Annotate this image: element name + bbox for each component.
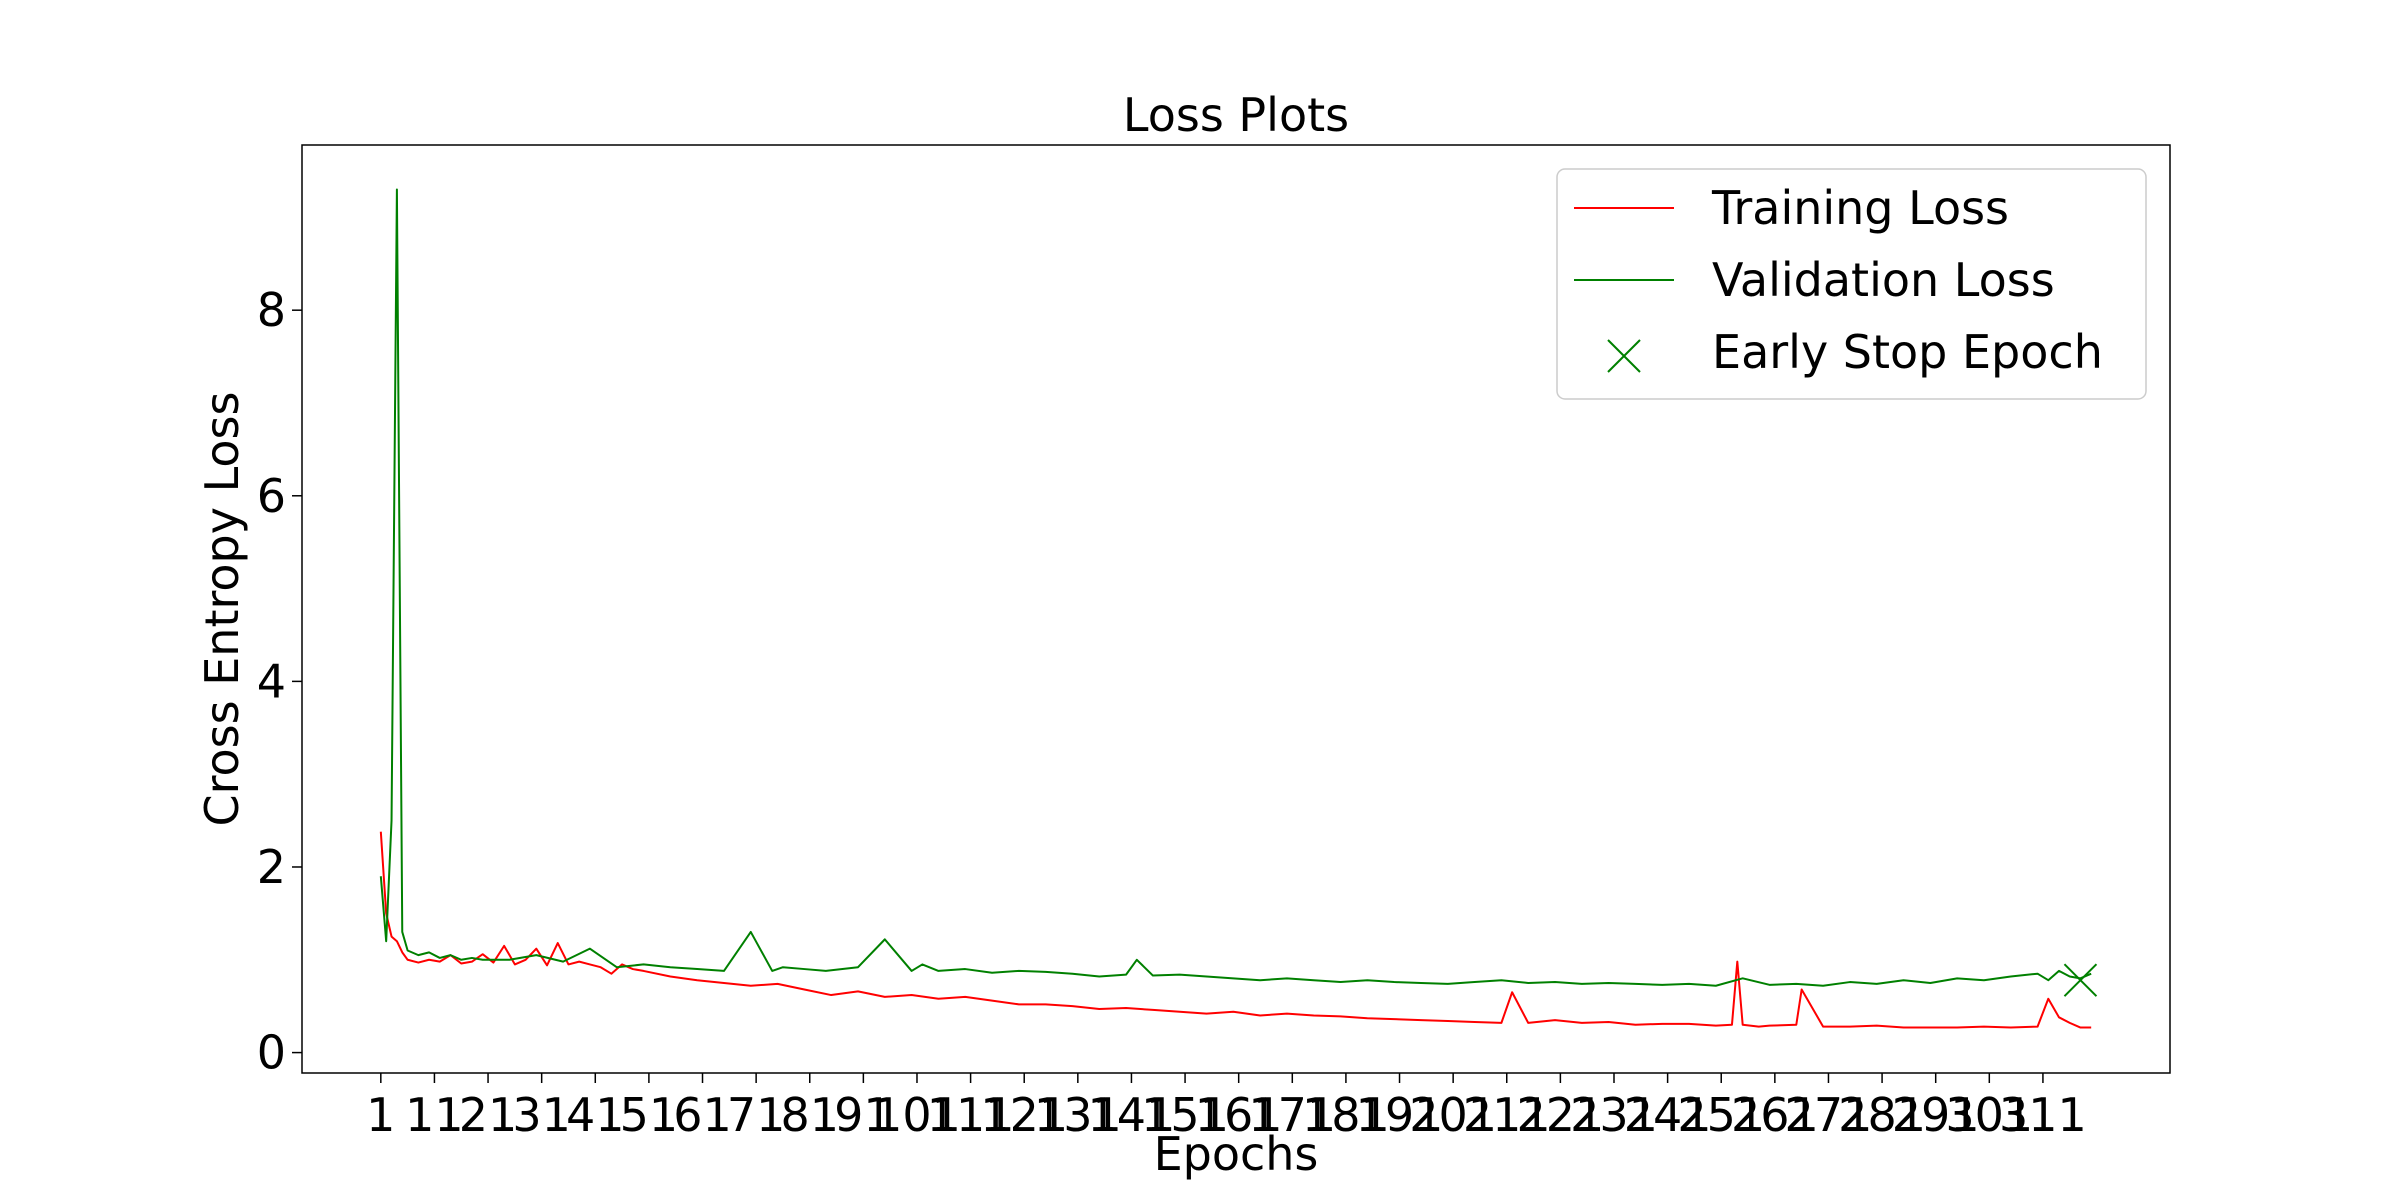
- x-tick-label: 91: [834, 1088, 893, 1142]
- x-axis-label: Epochs: [1154, 1127, 1319, 1181]
- y-tick-label: 2: [257, 840, 286, 894]
- x-tick-label: 241: [1624, 1088, 1712, 1142]
- y-tick-label: 8: [257, 283, 286, 337]
- legend: Training Loss Validation Loss Early Stop…: [1556, 168, 2147, 400]
- x-tick-label: 281: [1838, 1088, 1926, 1142]
- y-tick-label: 4: [257, 654, 286, 708]
- x-tick-label: 181: [1302, 1088, 1390, 1142]
- early-stop-marker-layer: [2063, 963, 2098, 997]
- x-tick-label: 201: [1409, 1088, 1497, 1142]
- x-tick-label: 71: [727, 1088, 786, 1142]
- x-tick-label: 111: [927, 1088, 1015, 1142]
- training-loss-line: [379, 831, 2092, 1029]
- x-tick-label: 311: [1999, 1088, 2087, 1142]
- x-tick-label: 211: [1463, 1088, 1551, 1142]
- x-tick-label: 61: [673, 1088, 732, 1142]
- early-stop-marker: [2063, 963, 2098, 997]
- y-axis-label: Cross Entropy Loss: [195, 392, 249, 827]
- x-tick-label: 141: [1088, 1088, 1176, 1142]
- plot-area: [301, 144, 2171, 1074]
- x-tick-label: 81: [780, 1088, 839, 1142]
- x-tick-label: 221: [1516, 1088, 1604, 1142]
- legend-early-stop-marker: [1607, 339, 1641, 373]
- series-layer: [379, 188, 2092, 1029]
- y-tick-label: 6: [257, 469, 286, 523]
- x-tick-label: 271: [1785, 1088, 1873, 1142]
- x-tick-label: 171: [1248, 1088, 1336, 1142]
- axes-frame: [301, 144, 2171, 1074]
- x-tick-label: 191: [1356, 1088, 1444, 1142]
- legend-early-stop-label: Early Stop Epoch: [1712, 325, 2103, 379]
- x-tick-label: 231: [1570, 1088, 1658, 1142]
- chart-title: Loss Plots: [1123, 88, 1349, 142]
- x-tick-label: 121: [980, 1088, 1068, 1142]
- x-tick-label: 291: [1892, 1088, 1980, 1142]
- x-axis: 1 112131415161718191101111121131141151161…: [366, 1073, 2087, 1142]
- x-tick-label: 31: [512, 1088, 571, 1142]
- x-tick-label: 161: [1195, 1088, 1283, 1142]
- x-tick-label: 41: [566, 1088, 625, 1142]
- y-tick-label: 0: [257, 1026, 286, 1080]
- x-tick-label: 11: [405, 1088, 464, 1142]
- legend-training-label: Training Loss: [1711, 181, 2009, 235]
- x-tick-label: 261: [1731, 1088, 1819, 1142]
- x-tick-label: 301: [1945, 1088, 2033, 1142]
- legend-validation-label: Validation Loss: [1712, 253, 2055, 307]
- x-tick-label: 101: [873, 1088, 961, 1142]
- legend-box: [1556, 168, 2147, 400]
- x-tick-label: 51: [620, 1088, 679, 1142]
- x-tick-label: 1: [366, 1088, 395, 1142]
- validation-loss-line: [379, 188, 2092, 987]
- x-tick-label: 131: [1034, 1088, 1122, 1142]
- y-axis: 0 2 4 6 8: [257, 283, 302, 1080]
- x-tick-label: 251: [1677, 1088, 1765, 1142]
- x-tick-label: 151: [1141, 1088, 1229, 1142]
- x-tick-label: 21: [459, 1088, 518, 1142]
